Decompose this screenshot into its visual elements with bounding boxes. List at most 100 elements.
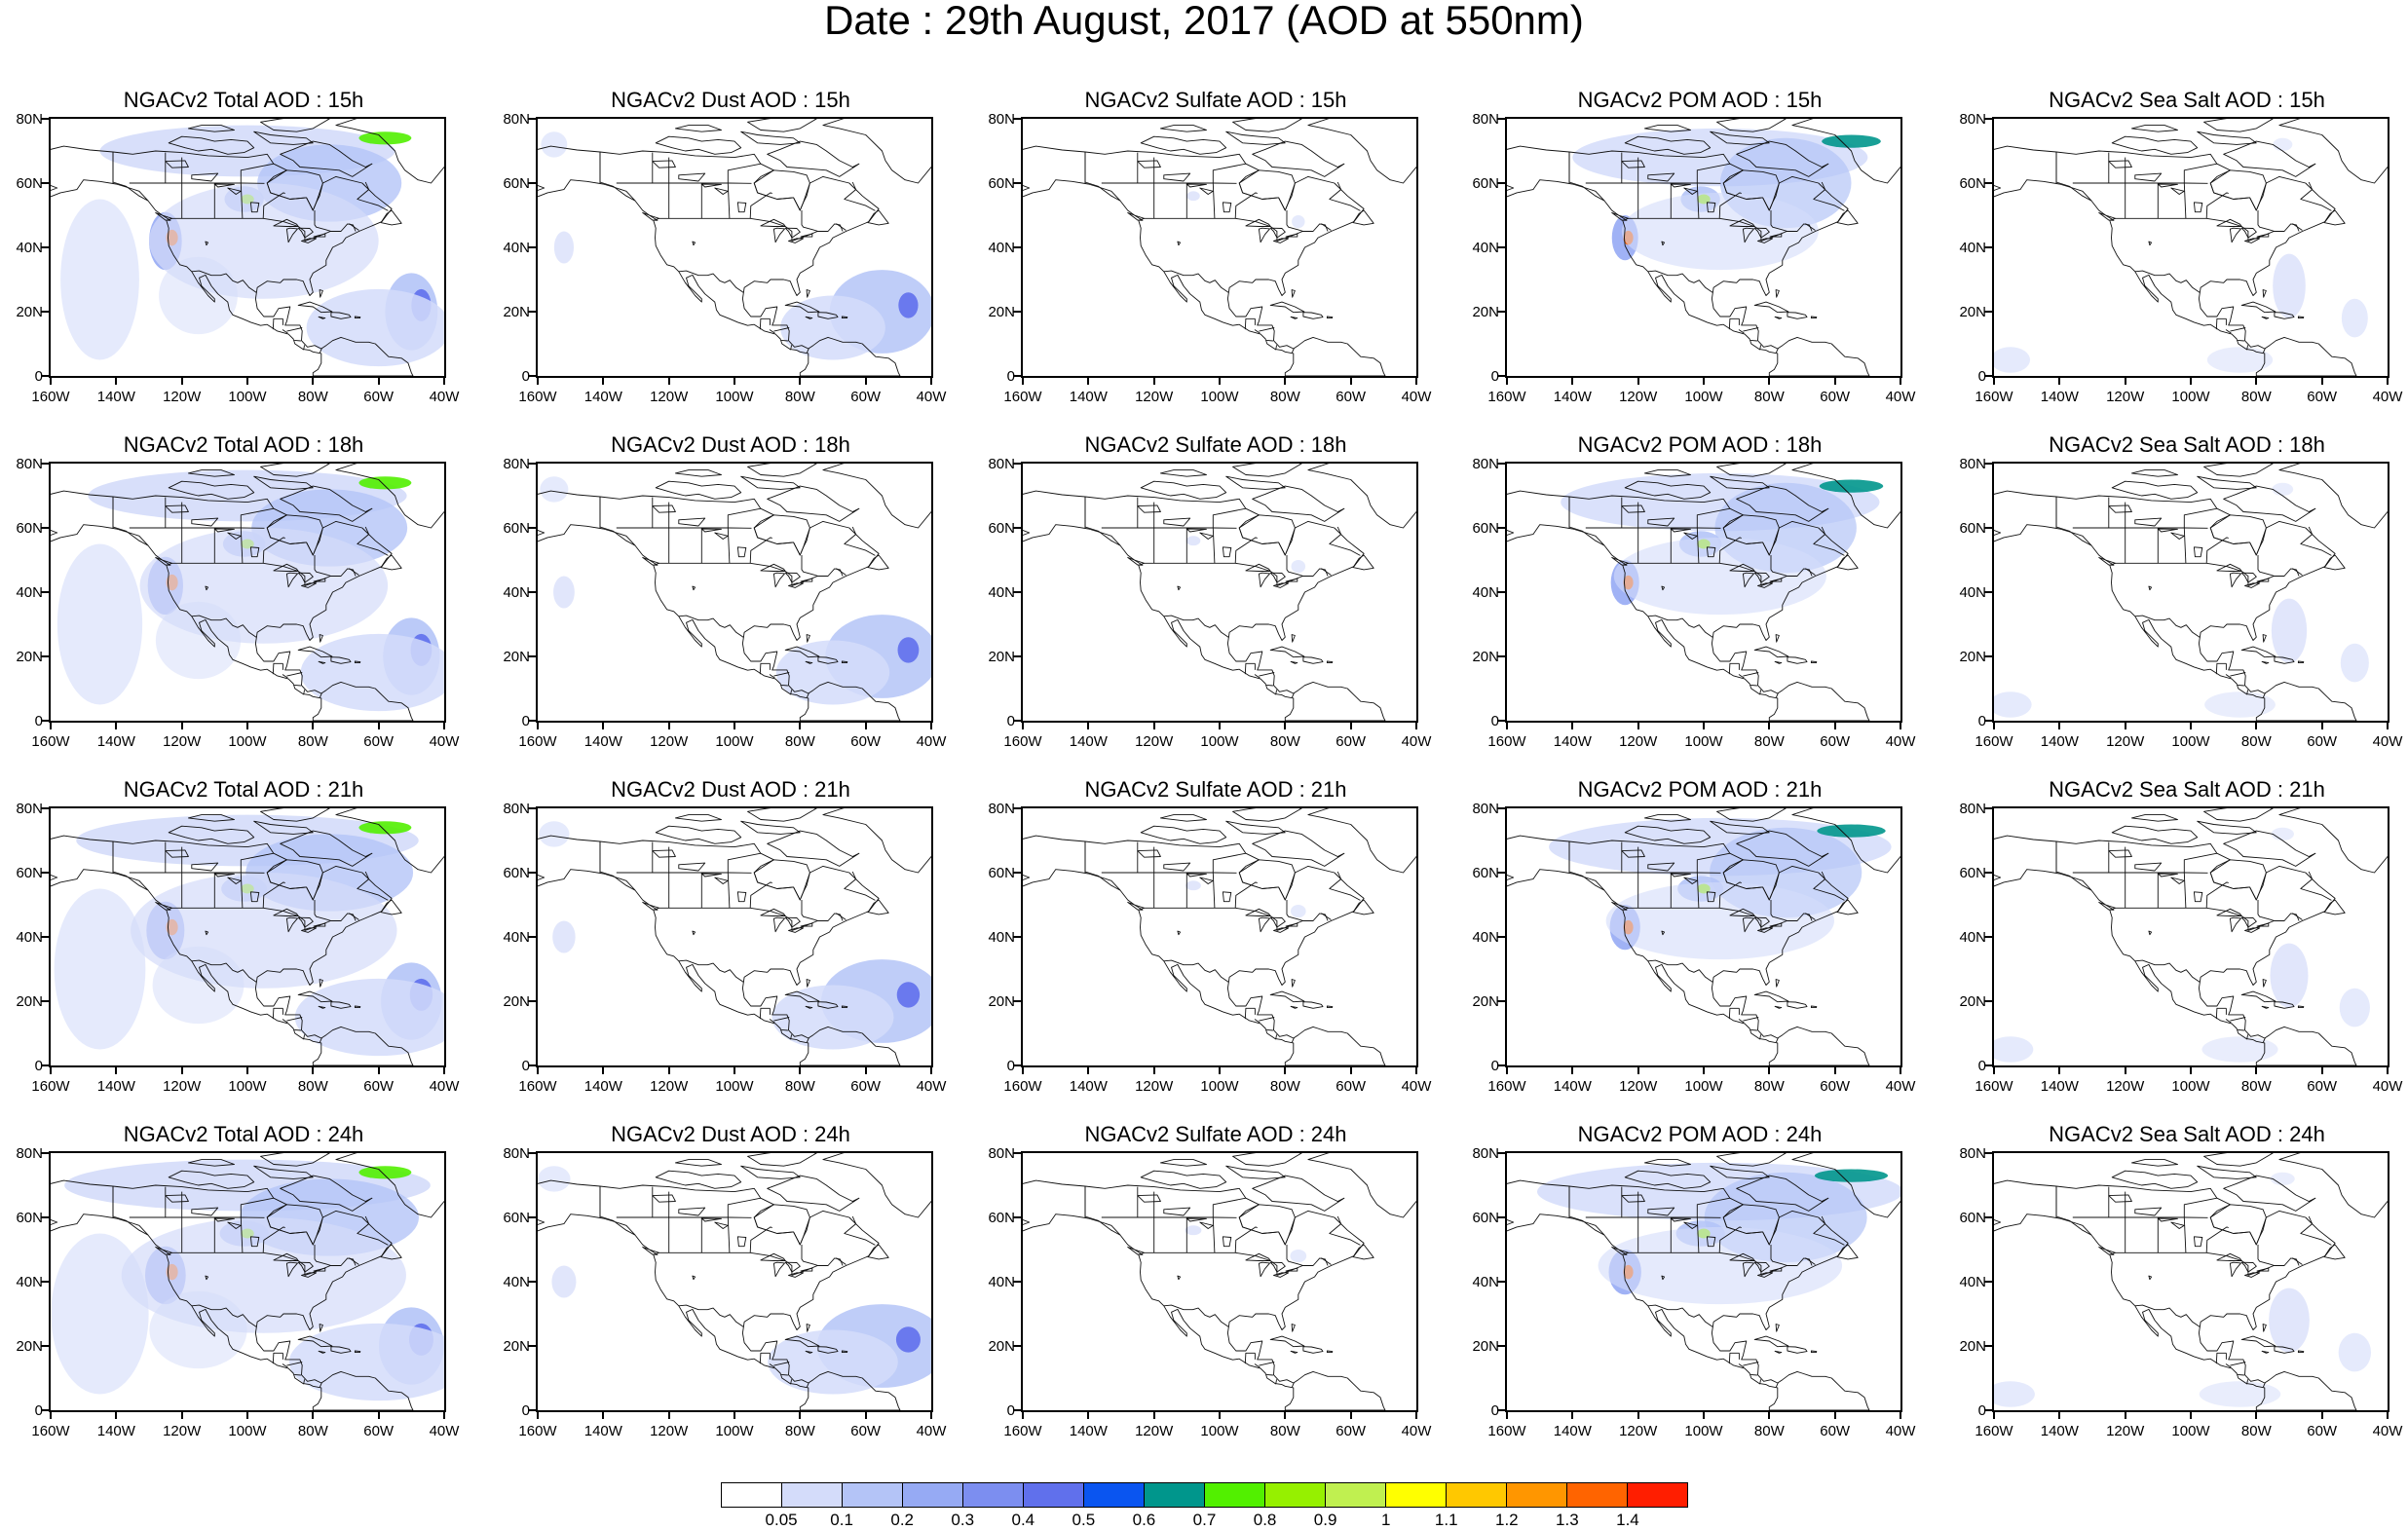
longitude-tick: [734, 378, 735, 385]
coastline-island: [1775, 634, 1780, 643]
province-border: [1770, 210, 1788, 232]
national-border: [658, 907, 844, 931]
coastline-island: [330, 656, 352, 664]
coastline-island: [674, 469, 722, 477]
lake-outline: [1163, 1207, 1191, 1216]
coastline-north-america: [538, 1179, 901, 1410]
panel-title: NGACv2 Sea Salt AOD : 21h: [2049, 777, 2325, 802]
aod-blob: [358, 131, 412, 145]
province-border: [844, 526, 876, 556]
panel-title: NGACv2 POM AOD : 24h: [1577, 1122, 1823, 1146]
latitude-label: 40N: [16, 1274, 43, 1290]
latitude-label: 60N: [16, 175, 43, 192]
national-border: [1084, 1186, 1121, 1236]
national-border: [790, 345, 793, 351]
latitude-label: 20N: [503, 993, 530, 1010]
coastline-island: [253, 820, 314, 835]
national-border: [2262, 1037, 2266, 1043]
longitude-tick: [1637, 378, 1639, 385]
aod-blob: [2338, 1332, 2372, 1372]
map-frame: [49, 117, 446, 378]
aod-blob: [1994, 1036, 2034, 1063]
latitude-tick: [1984, 872, 1992, 874]
province-border: [801, 210, 819, 232]
coastline-island: [280, 1175, 373, 1212]
coastline-island: [1302, 656, 1324, 664]
longitude-tick: [2387, 723, 2389, 729]
province-border: [262, 881, 285, 909]
lake-outline: [297, 916, 314, 928]
colorbar-swatch: [1507, 1483, 1567, 1507]
coastline-hudson-bay: [266, 514, 323, 556]
longitude-tick: [799, 378, 802, 385]
coastlines: [1507, 119, 1900, 376]
panel-title: NGACv2 Sulfate AOD : 24h: [1084, 1122, 1347, 1146]
national-border: [1743, 327, 1759, 332]
longitude-tick: [50, 1067, 52, 1074]
national-border: [1259, 1017, 1275, 1022]
coastline-island: [784, 1335, 820, 1348]
longitude-label: 40W: [1885, 1423, 1916, 1439]
national-border: [191, 959, 257, 983]
longitude-tick: [864, 1067, 867, 1074]
aod-blob: [1822, 134, 1881, 148]
latitude-label: 60N: [988, 520, 1015, 537]
national-border: [2115, 562, 2300, 586]
aod-shading: [1994, 827, 2370, 1063]
lake-outline: [1742, 1261, 1754, 1278]
longitude-label: 60W: [850, 1078, 882, 1095]
latitude-label: 0: [34, 1058, 43, 1074]
province-border: [1329, 526, 1361, 556]
coastline-island: [1710, 475, 1770, 490]
coastline-hudson-bay: [1722, 859, 1780, 901]
longitude-tick: [180, 1412, 183, 1419]
national-border: [1738, 674, 1745, 679]
map-frame: [1021, 462, 1418, 723]
coastline-island: [1352, 899, 1374, 915]
lake-outline: [652, 1194, 676, 1203]
longitude-label: 100W: [2171, 1078, 2210, 1095]
lake-outline: [2256, 1267, 2270, 1272]
longitude-tick: [602, 1067, 605, 1074]
longitude-label: 100W: [1200, 1423, 1239, 1439]
national-border: [1144, 1251, 1329, 1276]
coastline-island: [319, 289, 323, 298]
colorbar-label: 0.1: [830, 1511, 853, 1529]
province-border: [2183, 1197, 2217, 1217]
longitude-label: 40W: [2372, 733, 2403, 750]
map-frame: [1021, 806, 1418, 1067]
lake-outline: [736, 891, 747, 903]
longitude-tick: [2190, 723, 2192, 729]
lake-outline: [301, 238, 318, 243]
lake-outline: [700, 528, 722, 533]
province-border: [844, 181, 876, 211]
colorbar-label: 0.9: [1313, 1511, 1337, 1529]
coastline-island: [318, 316, 326, 319]
province-border: [2300, 181, 2332, 211]
national-border: [2238, 1373, 2244, 1376]
latitude-tick: [1984, 463, 1992, 465]
coastline-island: [867, 899, 889, 915]
panel-title: NGACv2 Sea Salt AOD : 18h: [2049, 432, 2325, 457]
latitude-label: 0: [521, 713, 530, 729]
longitude-tick: [1993, 1067, 1995, 1074]
lake-outline: [205, 930, 209, 936]
longitude-label: 140W: [583, 1423, 622, 1439]
national-border: [319, 1037, 322, 1043]
aod-shading: [1185, 880, 1306, 918]
longitude-tick: [1087, 1412, 1090, 1419]
map-panel-2-0: NGACv2 Total AOD : 21h 80N 60N 40N 20N 0 160W 1…: [0, 779, 487, 1110]
national-border: [1775, 348, 1779, 354]
aod-blob: [2273, 253, 2306, 318]
latitude-tick: [1984, 1152, 1992, 1154]
province-border: [357, 526, 389, 556]
province-border: [1696, 872, 1700, 909]
coastline-island: [1716, 119, 1787, 132]
province-border: [349, 568, 359, 576]
lake-outline: [1753, 916, 1770, 928]
lake-outline: [2256, 922, 2270, 927]
lake-outline: [692, 930, 696, 936]
lake-outline: [784, 227, 801, 239]
aod-blob: [1994, 691, 2032, 718]
longitude-label: 160W: [1975, 733, 2013, 750]
